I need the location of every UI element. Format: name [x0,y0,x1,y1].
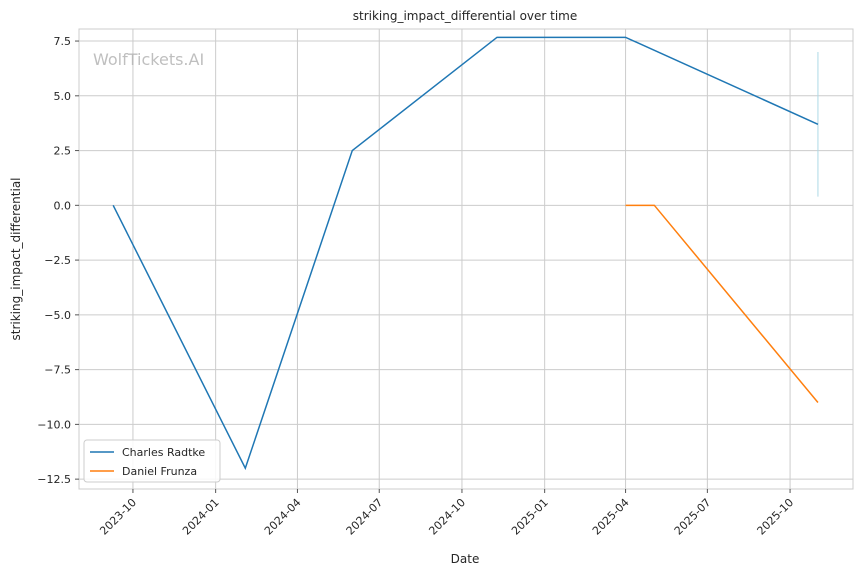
y-tick-label: −12.5 [37,473,71,486]
x-tick-label: 2024-10 [426,496,468,538]
y-tick-label: −10.0 [37,418,71,431]
plot-frame [78,28,854,490]
series-lines [112,36,819,471]
y-tick-label: 7.5 [54,35,72,48]
y-axis-title: striking_impact_differential [9,177,23,340]
y-tick-label: 0.0 [54,199,72,212]
x-axis-title: Date [451,552,480,566]
y-tick-label: −5.0 [44,309,71,322]
series-line-0 [112,36,819,471]
grid [79,29,853,489]
x-tick-label: 2025-07 [672,496,714,538]
legend-label: Charles Radtke [122,446,205,459]
y-tick-label: 2.5 [54,145,72,158]
y-tick-label: 5.0 [54,90,72,103]
x-tick-label: 2024-07 [344,496,386,538]
x-tick-label: 2024-04 [262,496,304,538]
x-tick-label: 2025-04 [590,496,632,538]
x-tick-label: 2025-10 [754,496,796,538]
x-tick-labels: 2023-10 2024-01 2024-04 2024-07 2024-10 2025-… [97,489,796,538]
chart-title: striking_impact_differential over time [353,9,578,23]
series-line-1 [625,204,819,403]
x-tick-label: 2025-01 [509,496,551,538]
y-tick-label: −7.5 [44,364,71,377]
y-tick-labels: 7.5 5.0 2.5 0.0 −2.5 −5.0 −7.5 −10.0 −12.5 [37,35,79,486]
x-tick-label: 2024-01 [180,496,222,538]
legend: Charles Radtke Daniel Frunza [83,439,221,483]
x-tick-label: 2023-10 [97,496,139,538]
y-tick-label: −2.5 [44,254,71,267]
watermark: WolfTickets.AI [93,50,204,69]
legend-label: Daniel Frunza [122,465,197,478]
legend-box [83,439,221,483]
